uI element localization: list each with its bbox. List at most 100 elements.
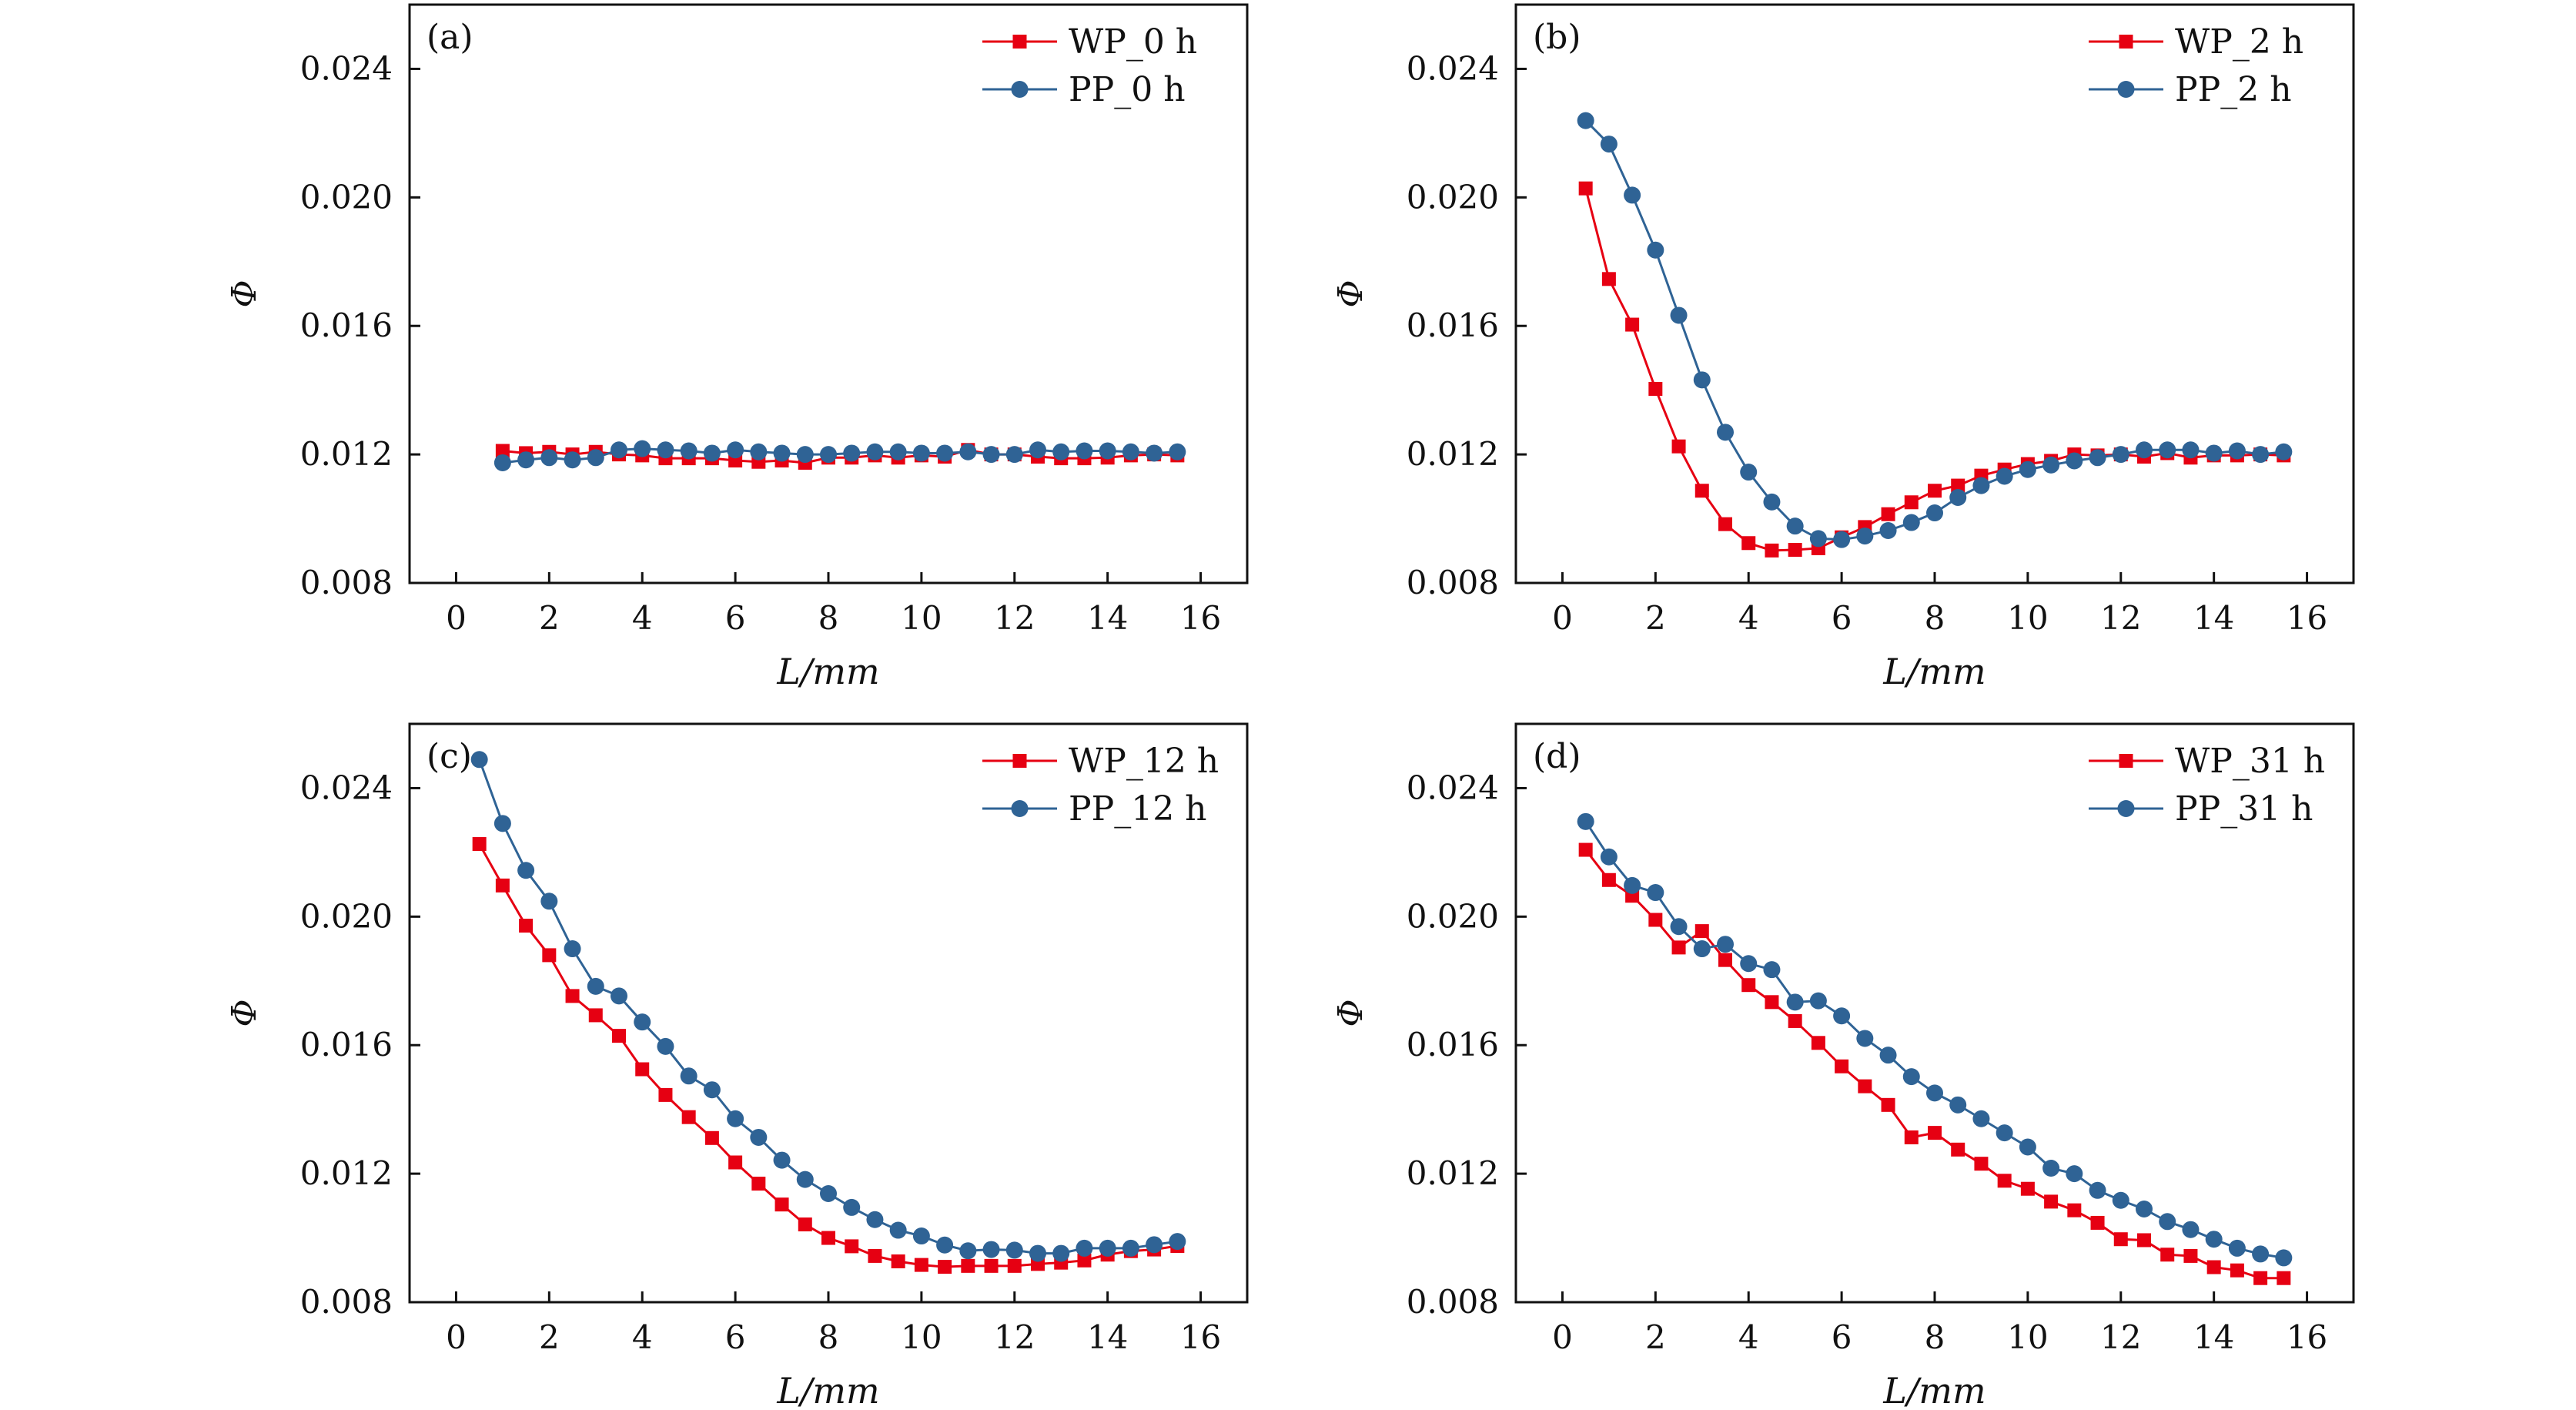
legend-entry: WP_2 h (2089, 22, 2303, 62)
data-point-circle (750, 443, 768, 461)
data-point-circle (982, 1241, 1000, 1258)
y-tick-label: 0.008 (300, 1283, 393, 1321)
x-tick-label: 4 (1738, 1318, 1759, 1356)
data-point-square (681, 1110, 696, 1124)
data-point-circle (1879, 1047, 1897, 1064)
x-tick-label: 0 (1552, 1318, 1573, 1356)
y-tick-label: 0.020 (1407, 897, 1499, 935)
legend-label: PP_2 h (2175, 70, 2292, 109)
data-point-circle (1052, 443, 1070, 461)
data-point-circle (1600, 136, 1618, 153)
data-point-circle (2042, 1160, 2060, 1177)
data-point-square (495, 444, 510, 458)
legend-entry: PP_2 h (2089, 70, 2292, 109)
data-point-circle (1786, 993, 1804, 1011)
x-tick-label: 10 (2007, 1318, 2048, 1356)
data-point-circle (889, 443, 907, 461)
data-point-circle (912, 444, 930, 462)
y-axis-label: Φ (1331, 280, 1370, 307)
panel-label: (b) (1533, 18, 1581, 57)
data-point-circle (1693, 940, 1711, 958)
data-point-circle (2042, 456, 2060, 474)
data-point-square (1881, 1097, 1895, 1112)
x-tick-label: 4 (632, 599, 653, 637)
x-tick-label: 16 (1180, 1318, 1221, 1356)
data-point-square (2160, 1248, 2175, 1262)
data-point-square (1741, 978, 1756, 993)
data-point-square (542, 948, 557, 963)
data-point-circle (2228, 442, 2246, 460)
data-point-square (1578, 181, 1593, 196)
data-point-circle (493, 454, 511, 471)
data-point-circle (959, 1242, 977, 1260)
data-point-square (2090, 1215, 2105, 1230)
legend-label: PP_12 h (1069, 789, 1207, 829)
data-point-square (1928, 484, 1942, 498)
data-point-circle (1624, 186, 1641, 204)
legend-marker-square (1012, 754, 1027, 768)
data-point-circle (1169, 443, 1186, 461)
data-point-square (1904, 495, 1919, 510)
legend-marker-square (2119, 754, 2133, 768)
data-point-circle (727, 1110, 744, 1127)
data-point-square (1648, 381, 1663, 396)
data-point-circle (680, 1067, 698, 1085)
data-point-circle (1005, 1241, 1023, 1259)
data-point-circle (564, 451, 581, 469)
data-point-circle (517, 451, 535, 469)
x-tick-label: 10 (901, 599, 942, 637)
data-point-circle (936, 444, 954, 462)
data-point-square (728, 1155, 743, 1170)
data-point-square (1997, 1174, 2012, 1188)
x-tick-label: 4 (1738, 599, 1759, 637)
data-point-square (2113, 1232, 2128, 1247)
x-tick-label: 0 (446, 1318, 467, 1356)
panel-label: (d) (1533, 737, 1581, 776)
data-point-square (1718, 953, 1732, 967)
data-point-square (1718, 517, 1732, 531)
data-point-square (1671, 439, 1686, 454)
data-point-circle (1076, 1239, 1093, 1257)
y-tick-label: 0.024 (300, 769, 393, 806)
chart-panel-a: 0 2 4 6 8 10 12 14 16 0.008 0.012 0.016 0.020 0.024 L/… (225, 3, 1249, 692)
data-point-circle (982, 446, 1000, 464)
data-point-circle (1926, 1084, 1943, 1102)
x-tick-label: 14 (1087, 599, 1128, 637)
x-tick-label: 0 (446, 599, 467, 637)
legend-label: PP_0 h (1069, 70, 1186, 109)
data-point-square (1007, 1258, 1022, 1273)
x-tick-label: 12 (2100, 1318, 2141, 1356)
data-point-square (1694, 924, 1709, 939)
data-point-circle (2019, 1138, 2036, 1156)
y-axis-label: Φ (225, 999, 264, 1027)
data-point-square (2044, 1194, 2059, 1209)
data-point-circle (2252, 1245, 2270, 1263)
x-tick-label: 12 (994, 599, 1035, 637)
data-point-circle (1146, 1236, 1163, 1254)
data-point-circle (540, 893, 558, 910)
y-tick-label: 0.008 (1407, 1283, 1499, 1321)
x-axis-label: L/mm (1882, 651, 1986, 692)
data-point-square (1788, 1013, 1802, 1028)
data-point-circle (587, 977, 604, 995)
data-point-circle (1717, 424, 1734, 441)
x-tick-label: 10 (2007, 599, 2048, 637)
data-point-circle (1856, 527, 1874, 545)
data-point-square (1077, 1253, 1092, 1268)
data-point-circle (634, 440, 651, 457)
data-point-square (1881, 507, 1895, 521)
data-point-circle (1693, 371, 1711, 389)
data-point-square (1601, 872, 1616, 887)
x-tick-label: 0 (1552, 599, 1573, 637)
data-point-square (1601, 272, 1616, 286)
data-point-circle (1972, 477, 1990, 494)
x-tick-label: 10 (901, 1318, 942, 1356)
data-point-circle (820, 446, 837, 464)
data-point-circle (1577, 112, 1594, 129)
data-point-circle (1763, 493, 1781, 511)
data-point-circle (843, 444, 861, 462)
data-point-square (2206, 1260, 2221, 1274)
data-point-circle (1996, 1124, 2013, 1142)
x-tick-label: 6 (1832, 1318, 1852, 1356)
